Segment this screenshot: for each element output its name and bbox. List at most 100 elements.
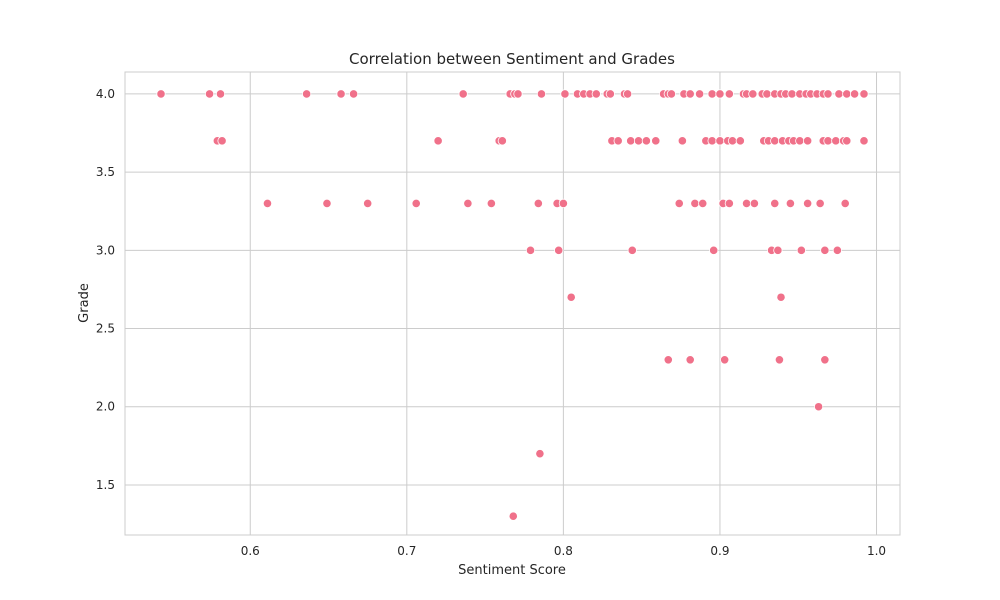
data-point	[727, 136, 738, 146]
data-point	[433, 136, 443, 146]
data-point	[677, 136, 687, 146]
data-point	[627, 245, 637, 255]
data-point	[591, 89, 601, 99]
data-point	[707, 136, 717, 146]
data-point	[803, 198, 813, 208]
y-tick-label: 4.0	[96, 87, 115, 101]
chart-title: Correlation between Sentiment and Grades	[349, 50, 675, 68]
data-point	[685, 355, 695, 365]
data-point	[831, 136, 841, 146]
data-point	[709, 245, 719, 255]
data-point	[735, 136, 745, 146]
plot-frame	[124, 71, 901, 536]
x-tick-label: 0.7	[397, 544, 416, 558]
data-point	[458, 89, 468, 99]
data-point	[803, 136, 813, 146]
data-point	[633, 136, 644, 146]
data-point	[533, 198, 543, 208]
data-point	[651, 136, 661, 146]
data-point	[823, 136, 833, 146]
data-point	[823, 89, 833, 99]
data-point	[322, 198, 332, 208]
data-point	[363, 198, 373, 208]
data-point	[773, 245, 783, 255]
y-tick-label: 1.5	[96, 478, 115, 492]
data-point	[613, 136, 623, 146]
data-point	[605, 89, 615, 99]
data-point	[715, 89, 725, 99]
data-point	[497, 136, 507, 146]
data-point	[508, 511, 518, 521]
data-point	[156, 89, 166, 99]
data-point	[815, 198, 825, 208]
data-point	[749, 198, 759, 208]
data-point	[558, 198, 568, 208]
data-point	[411, 198, 421, 208]
data-point	[834, 89, 844, 99]
data-point	[796, 245, 806, 255]
x-tick-label: 0.6	[241, 544, 260, 558]
data-point	[463, 198, 473, 208]
data-point	[724, 89, 734, 99]
y-tick-label: 2.0	[96, 400, 115, 414]
data-point	[674, 198, 684, 208]
data-point	[774, 355, 785, 365]
data-point	[820, 355, 830, 365]
data-point	[694, 89, 705, 99]
data-point	[336, 89, 346, 99]
data-point	[513, 89, 523, 99]
data-point	[622, 89, 633, 99]
data-point	[785, 198, 796, 208]
y-tick-label: 3.0	[96, 243, 115, 257]
data-point	[715, 136, 725, 146]
data-point	[302, 89, 312, 99]
data-point	[776, 292, 786, 302]
data-point	[560, 89, 570, 99]
data-point	[840, 198, 850, 208]
data-point	[724, 198, 734, 208]
data-point	[641, 136, 651, 146]
data-point	[535, 449, 545, 459]
data-point	[720, 355, 730, 365]
data-point	[217, 136, 227, 146]
data-point	[626, 136, 636, 146]
data-point	[820, 245, 830, 255]
data-point	[663, 355, 673, 365]
data-point	[666, 89, 677, 99]
data-point	[536, 89, 547, 99]
data-point	[348, 89, 359, 99]
data-point	[849, 89, 860, 99]
x-tick-label: 0.9	[710, 544, 729, 558]
data-point	[525, 245, 536, 255]
data-point	[707, 89, 717, 99]
data-point	[842, 136, 852, 146]
y-tick-label: 3.5	[96, 165, 115, 179]
data-point	[859, 136, 869, 146]
data-point	[762, 89, 772, 99]
x-tick-labels: 0.6 0.7 0.8 0.9 1.0	[241, 544, 886, 558]
data-point	[748, 89, 758, 99]
data-point	[770, 136, 780, 146]
y-tick-label: 2.5	[96, 322, 115, 336]
y-axis-label: Grade	[77, 283, 92, 323]
data-point	[795, 136, 805, 146]
data-point	[685, 89, 695, 99]
data-point	[770, 198, 780, 208]
data-point	[842, 89, 852, 99]
data-point	[204, 89, 215, 99]
data-point	[698, 198, 708, 208]
data-point	[832, 245, 842, 255]
data-point	[859, 89, 869, 99]
data-point	[262, 198, 273, 208]
data-point	[486, 198, 496, 208]
data-point	[813, 402, 824, 412]
data-point	[566, 292, 576, 302]
data-point	[215, 89, 226, 99]
x-tick-label: 0.8	[554, 544, 573, 558]
data-point	[690, 198, 700, 208]
x-axis-label: Sentiment Score	[458, 563, 566, 578]
data-point	[554, 245, 564, 255]
x-tick-label: 1.0	[867, 544, 886, 558]
